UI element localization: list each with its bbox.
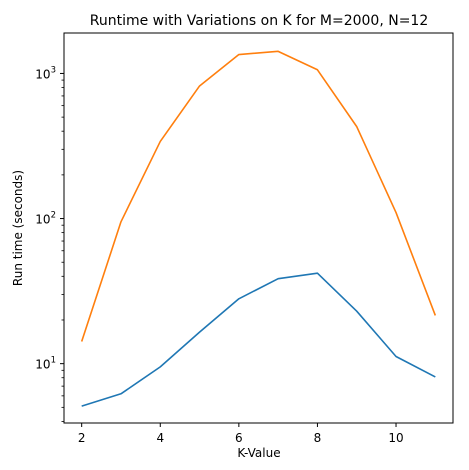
x-tick-label: 4 bbox=[156, 431, 164, 445]
x-tick-label: 6 bbox=[235, 431, 243, 445]
chart-title: Runtime with Variations on K for M=2000,… bbox=[90, 13, 429, 29]
y-axis-label: Run time (seconds) bbox=[11, 170, 25, 286]
x-axis-label: K-Value bbox=[237, 446, 280, 460]
y-tick-label: 102 bbox=[35, 211, 56, 227]
x-tick-label: 2 bbox=[78, 431, 86, 445]
x-tick-label: 8 bbox=[314, 431, 322, 445]
y-axis: 101 102 103 bbox=[35, 65, 64, 422]
x-axis: 2 4 6 8 10 bbox=[78, 423, 404, 445]
x-tick-label: 10 bbox=[388, 431, 403, 445]
plot-frame bbox=[63, 32, 454, 424]
y-tick-label: 103 bbox=[35, 65, 56, 81]
plot-lines bbox=[80, 50, 437, 407]
y-tick-label: 101 bbox=[35, 356, 56, 372]
series-line-1 bbox=[81, 272, 436, 407]
series-line-2 bbox=[80, 50, 437, 342]
